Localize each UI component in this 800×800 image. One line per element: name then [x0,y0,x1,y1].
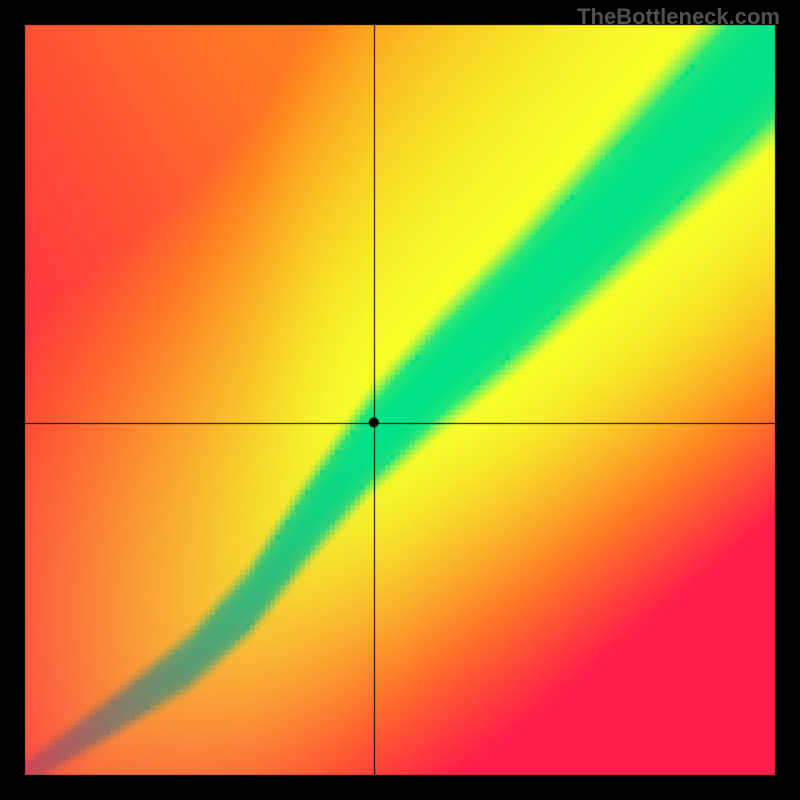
chart-stage: TheBottleneck.com [0,0,800,800]
bottleneck-heatmap [0,0,800,800]
watermark-text: TheBottleneck.com [577,4,780,30]
